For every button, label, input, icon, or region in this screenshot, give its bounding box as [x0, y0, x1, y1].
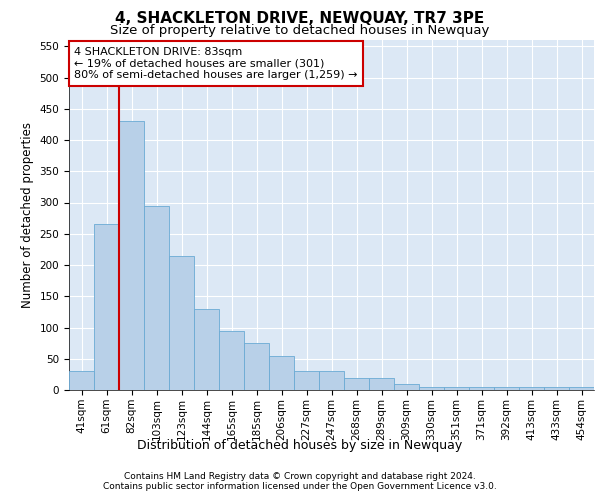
Bar [469, 387, 494, 390]
Bar [144, 206, 169, 390]
Bar [69, 371, 94, 390]
Bar [119, 122, 144, 390]
Bar [419, 387, 444, 390]
Bar [394, 384, 419, 390]
Bar [294, 371, 319, 390]
Text: Distribution of detached houses by size in Newquay: Distribution of detached houses by size … [137, 440, 463, 452]
Y-axis label: Number of detached properties: Number of detached properties [21, 122, 34, 308]
Bar [219, 330, 244, 390]
Text: Contains HM Land Registry data © Crown copyright and database right 2024.: Contains HM Land Registry data © Crown c… [124, 472, 476, 481]
Bar [344, 378, 369, 390]
Bar [269, 356, 294, 390]
Text: Contains public sector information licensed under the Open Government Licence v3: Contains public sector information licen… [103, 482, 497, 491]
Bar [94, 224, 119, 390]
Bar [244, 343, 269, 390]
Bar [444, 387, 469, 390]
Bar [194, 308, 219, 390]
Bar [369, 378, 394, 390]
Bar [569, 387, 594, 390]
Bar [544, 387, 569, 390]
Bar [169, 256, 194, 390]
Bar [519, 387, 544, 390]
Bar [319, 371, 344, 390]
Bar [494, 387, 519, 390]
Text: Size of property relative to detached houses in Newquay: Size of property relative to detached ho… [110, 24, 490, 37]
Text: 4, SHACKLETON DRIVE, NEWQUAY, TR7 3PE: 4, SHACKLETON DRIVE, NEWQUAY, TR7 3PE [115, 11, 485, 26]
Text: 4 SHACKLETON DRIVE: 83sqm
← 19% of detached houses are smaller (301)
80% of semi: 4 SHACKLETON DRIVE: 83sqm ← 19% of detac… [74, 47, 358, 80]
